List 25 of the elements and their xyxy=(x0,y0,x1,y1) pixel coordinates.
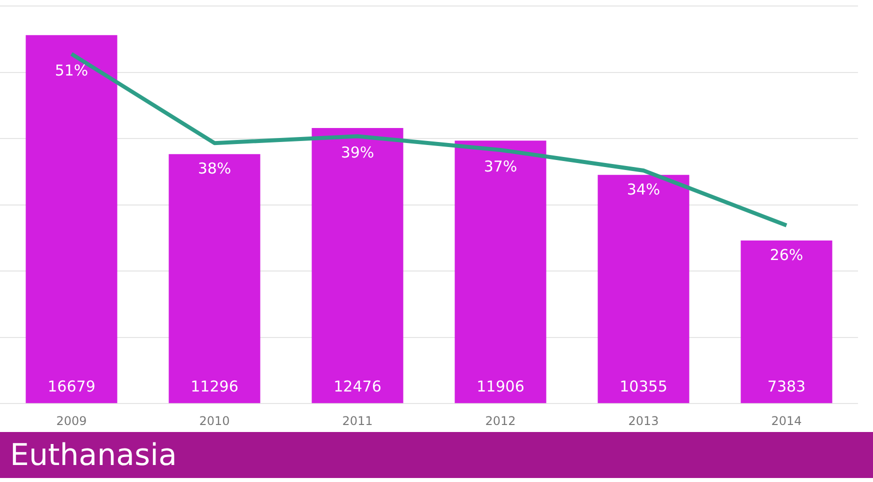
data-label: 10355 xyxy=(620,377,668,396)
x-tick-label: 2013 xyxy=(628,414,659,428)
bar xyxy=(312,128,404,404)
bar xyxy=(598,174,690,404)
text: Euthanasia xyxy=(0,432,873,478)
data-label: 26% xyxy=(770,246,804,264)
data-label: 37% xyxy=(484,157,518,176)
data-label: 11906 xyxy=(476,377,524,396)
bar xyxy=(168,154,260,404)
data-label: 7383 xyxy=(767,377,806,396)
data-label: 51% xyxy=(54,61,88,80)
data-label: 38% xyxy=(198,159,232,178)
bar xyxy=(454,140,546,404)
x-tick-label: 2009 xyxy=(56,414,87,428)
data-label: 34% xyxy=(626,180,660,198)
bar xyxy=(26,35,118,404)
x-tick-label: 2012 xyxy=(485,414,516,428)
data-label: 16679 xyxy=(48,377,96,396)
data-label: 39% xyxy=(340,144,374,162)
bar xyxy=(740,240,832,404)
x-tick-label: 2014 xyxy=(771,414,802,428)
data-label: 11296 xyxy=(190,377,238,396)
x-tick-label: 2011 xyxy=(342,414,373,428)
x-tick-label: 2010 xyxy=(199,414,230,428)
data-label: 12476 xyxy=(334,377,382,396)
